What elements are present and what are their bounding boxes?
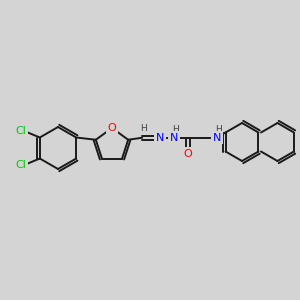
Text: N: N [156,133,164,143]
Text: H: H [140,124,146,133]
Text: H: H [215,125,221,134]
Text: O: O [108,123,116,133]
Text: Cl: Cl [15,127,26,136]
Text: N: N [213,133,221,143]
Text: O: O [184,149,193,159]
Text: H: H [172,125,178,134]
Text: Cl: Cl [15,160,26,170]
Text: N: N [170,133,178,143]
